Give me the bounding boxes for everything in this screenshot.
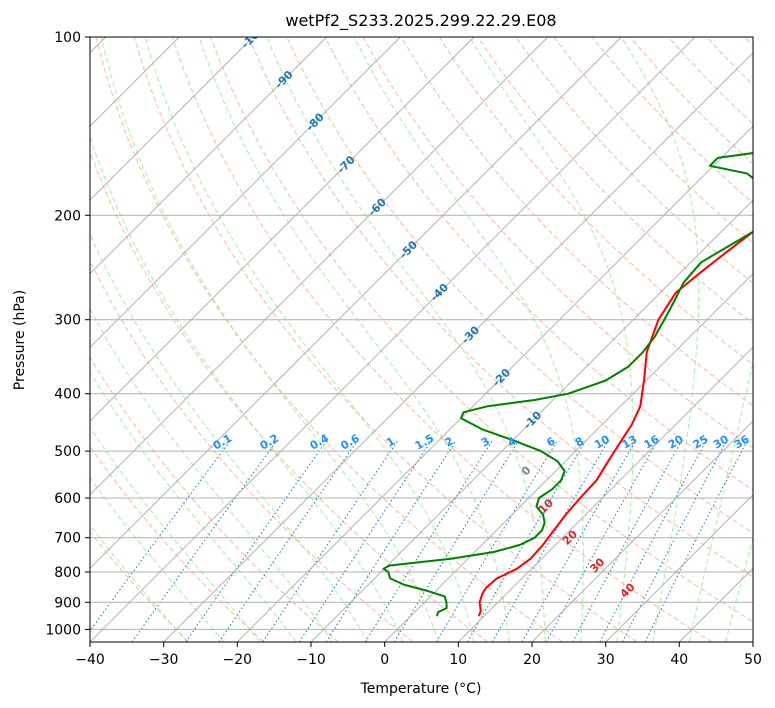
moist-adiabat-line <box>90 426 261 642</box>
mixing-ratio-line <box>325 440 457 642</box>
moist-adiabat-line <box>620 37 700 642</box>
moist-adiabat-line <box>144 37 475 642</box>
y-tick-label: 900 <box>54 595 81 611</box>
y-axis-label: Pressure (hPa) <box>12 290 28 390</box>
y-tick-label: 200 <box>54 208 81 224</box>
x-tick-label: −20 <box>223 652 253 668</box>
mixing-ratio-line <box>435 440 558 642</box>
dry-adiabat-line <box>286 37 753 534</box>
isotherm-line <box>90 37 696 642</box>
isotherm-line <box>457 346 753 642</box>
isotherm-line <box>310 199 753 642</box>
dry-adiabat-line <box>248 37 753 578</box>
y-tick-label: 500 <box>54 444 81 460</box>
isotherm-line <box>90 37 622 569</box>
y-tick-label: 700 <box>54 531 81 547</box>
y-tick-label: 400 <box>54 387 81 403</box>
dry-adiabat-line <box>95 37 563 642</box>
grid-lines <box>90 37 753 642</box>
isotherm-line <box>90 37 475 422</box>
dry-adiabat-line <box>210 37 753 623</box>
x-tick-label: −10 <box>296 652 326 668</box>
isotherm-line <box>90 37 401 348</box>
y-tick-label: 100 <box>54 30 81 46</box>
mixing-ratio-line <box>131 440 278 642</box>
isotherm-line <box>531 420 753 642</box>
mixing-ratio-line <box>467 440 587 642</box>
moist-adiabat-line <box>725 536 753 642</box>
dry-adiabat-line <box>324 37 753 491</box>
isotherm-line <box>90 37 254 201</box>
mixing-ratio-line <box>185 440 328 642</box>
y-tick-label: 800 <box>54 565 81 581</box>
dry-adiabat-line <box>171 37 712 642</box>
mixing-ratio-line <box>572 440 683 642</box>
dry-adiabat-line <box>400 37 753 407</box>
x-tick-label: 50 <box>744 652 762 668</box>
dry-adiabat-line <box>90 531 190 642</box>
x-tick-label: −30 <box>149 652 179 668</box>
y-tick-label: 600 <box>54 491 81 507</box>
profiles <box>382 152 753 617</box>
dry-adiabat-line <box>90 259 414 642</box>
moist-adiabat-line <box>100 37 439 642</box>
moist-adiabat-line <box>90 232 369 642</box>
dry-adiabat-line <box>553 37 753 244</box>
moist-adiabat-line <box>688 358 753 642</box>
dry-adiabat-line <box>90 356 339 642</box>
isotherm-line <box>90 37 549 496</box>
dry-adiabat-line <box>591 37 753 204</box>
mixing-ratio-line <box>521 440 637 642</box>
mixing-ratio-line <box>90 440 231 632</box>
mixing-ratio-line <box>364 440 493 642</box>
dry-adiabat-line <box>90 150 488 642</box>
mixing-ratio-line <box>262 440 399 642</box>
x-axis-label: Temperature (°C) <box>360 681 482 697</box>
x-tick-label: 10 <box>449 652 467 668</box>
background-lines <box>90 37 753 642</box>
dry-adiabat-line <box>133 37 638 642</box>
axis-ticks: −40 −30 −20 −10 0 10 20 30 40 50 100 200 300 400 500 60… <box>45 30 762 668</box>
plot-frame <box>89 36 754 643</box>
mixing-ratio-line <box>491 440 609 642</box>
mixing-ratio-line <box>545 440 659 642</box>
y-tick-label: 1000 <box>45 622 81 638</box>
isotherm-line <box>605 494 753 642</box>
dewpoint-profile <box>382 152 753 617</box>
moist-adiabat-line <box>198 37 510 642</box>
isotherm-line <box>236 125 753 642</box>
moist-adiabat-line <box>266 37 546 642</box>
mixing-ratio-line <box>644 440 748 642</box>
mixing-ratio-line <box>298 440 432 642</box>
moist-adiabat-line <box>90 308 333 642</box>
moist-adiabat-line <box>90 476 225 642</box>
dry-adiabat-line <box>438 37 753 366</box>
moist-adiabat-line <box>90 135 404 642</box>
chart-title: wetPf2_S233.2025.299.22.29.E08 <box>285 11 556 31</box>
x-tick-label: −40 <box>75 652 105 668</box>
isotherm-line <box>90 37 328 275</box>
x-tick-label: 20 <box>523 652 541 668</box>
isotherm-line <box>163 52 753 642</box>
temperature-profile <box>477 230 753 617</box>
x-tick-label: 30 <box>597 652 615 668</box>
x-tick-label: 0 <box>380 652 389 668</box>
isotherm-line <box>384 273 753 642</box>
x-tick-label: 40 <box>670 652 688 668</box>
y-tick-label: 300 <box>54 313 81 329</box>
dry-adiabat-line <box>477 37 753 325</box>
moist-adiabat-line <box>353 37 584 642</box>
